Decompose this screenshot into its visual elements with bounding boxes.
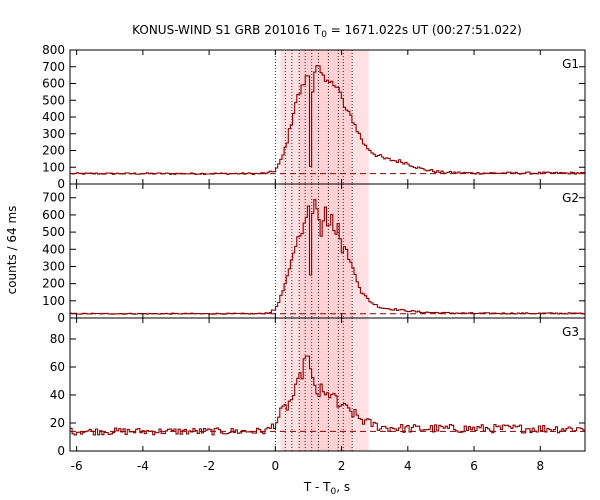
x-tick-label: 8 xyxy=(536,459,544,473)
y-tick-label: 400 xyxy=(42,110,65,124)
y-tick-label: 700 xyxy=(42,191,65,205)
y-tick-label: 400 xyxy=(42,242,65,256)
x-tick-label: -4 xyxy=(137,459,149,473)
x-tick-label: 2 xyxy=(338,459,346,473)
y-tick-label: 0 xyxy=(57,177,65,191)
x-tick-label: -2 xyxy=(203,459,215,473)
y-tick-label: 60 xyxy=(50,360,65,374)
y-tick-label: 200 xyxy=(42,144,65,158)
panel-frame xyxy=(69,317,586,452)
y-tick-label: 300 xyxy=(42,127,65,141)
y-tick-label: 600 xyxy=(42,77,65,91)
y-tick-label: 100 xyxy=(42,160,65,174)
y-tick-label: 0 xyxy=(57,444,65,458)
panel-g1: 0 100 200 300 400 500 600 700 800 G1 xyxy=(42,43,586,191)
panel-label-g2: G2 xyxy=(562,191,579,205)
y-tick-label: 20 xyxy=(50,416,65,430)
x-axis-label: T - T0, s xyxy=(303,480,350,497)
y-tick-label: 500 xyxy=(42,93,65,107)
y-tick-label: 0 xyxy=(57,311,65,325)
y-tick-label: 200 xyxy=(42,277,65,291)
light-curve-g2 xyxy=(70,199,585,315)
panel-label-g3: G3 xyxy=(562,325,579,339)
light-curve-g1 xyxy=(70,65,585,175)
light-curve-g3 xyxy=(70,355,585,436)
panel-label-g1: G1 xyxy=(562,57,579,71)
y-tick-label: 300 xyxy=(42,259,65,273)
y-tick-label: 80 xyxy=(50,332,65,346)
chart-title: KONUS-WIND S1 GRB 201016 T0 = 1671.022s … xyxy=(132,23,522,40)
inner-shaded-interval xyxy=(299,184,353,318)
y-axis-label: counts / 64 ms xyxy=(5,206,19,295)
x-tick-label: 6 xyxy=(470,459,478,473)
panel-g3: 0 20 40 60 80 G3 xyxy=(50,317,586,458)
y-tick-label: 40 xyxy=(50,388,65,402)
y-tick-label: 600 xyxy=(42,208,65,222)
y-tick-label: 800 xyxy=(42,43,65,57)
x-tick-label: 4 xyxy=(404,459,412,473)
y-tick-label: 500 xyxy=(42,225,65,239)
x-tick-label: 0 xyxy=(272,459,280,473)
inner-shaded-interval xyxy=(299,50,353,184)
panel-g2: 0 100 200 300 400 500 600 700 G2 xyxy=(42,183,586,325)
panels-layer: 0100200300400500600700800G10100200300400… xyxy=(42,43,586,473)
y-tick-label: 100 xyxy=(42,294,65,308)
y-tick-label: 700 xyxy=(42,60,65,74)
x-tick-label: -6 xyxy=(71,459,83,473)
